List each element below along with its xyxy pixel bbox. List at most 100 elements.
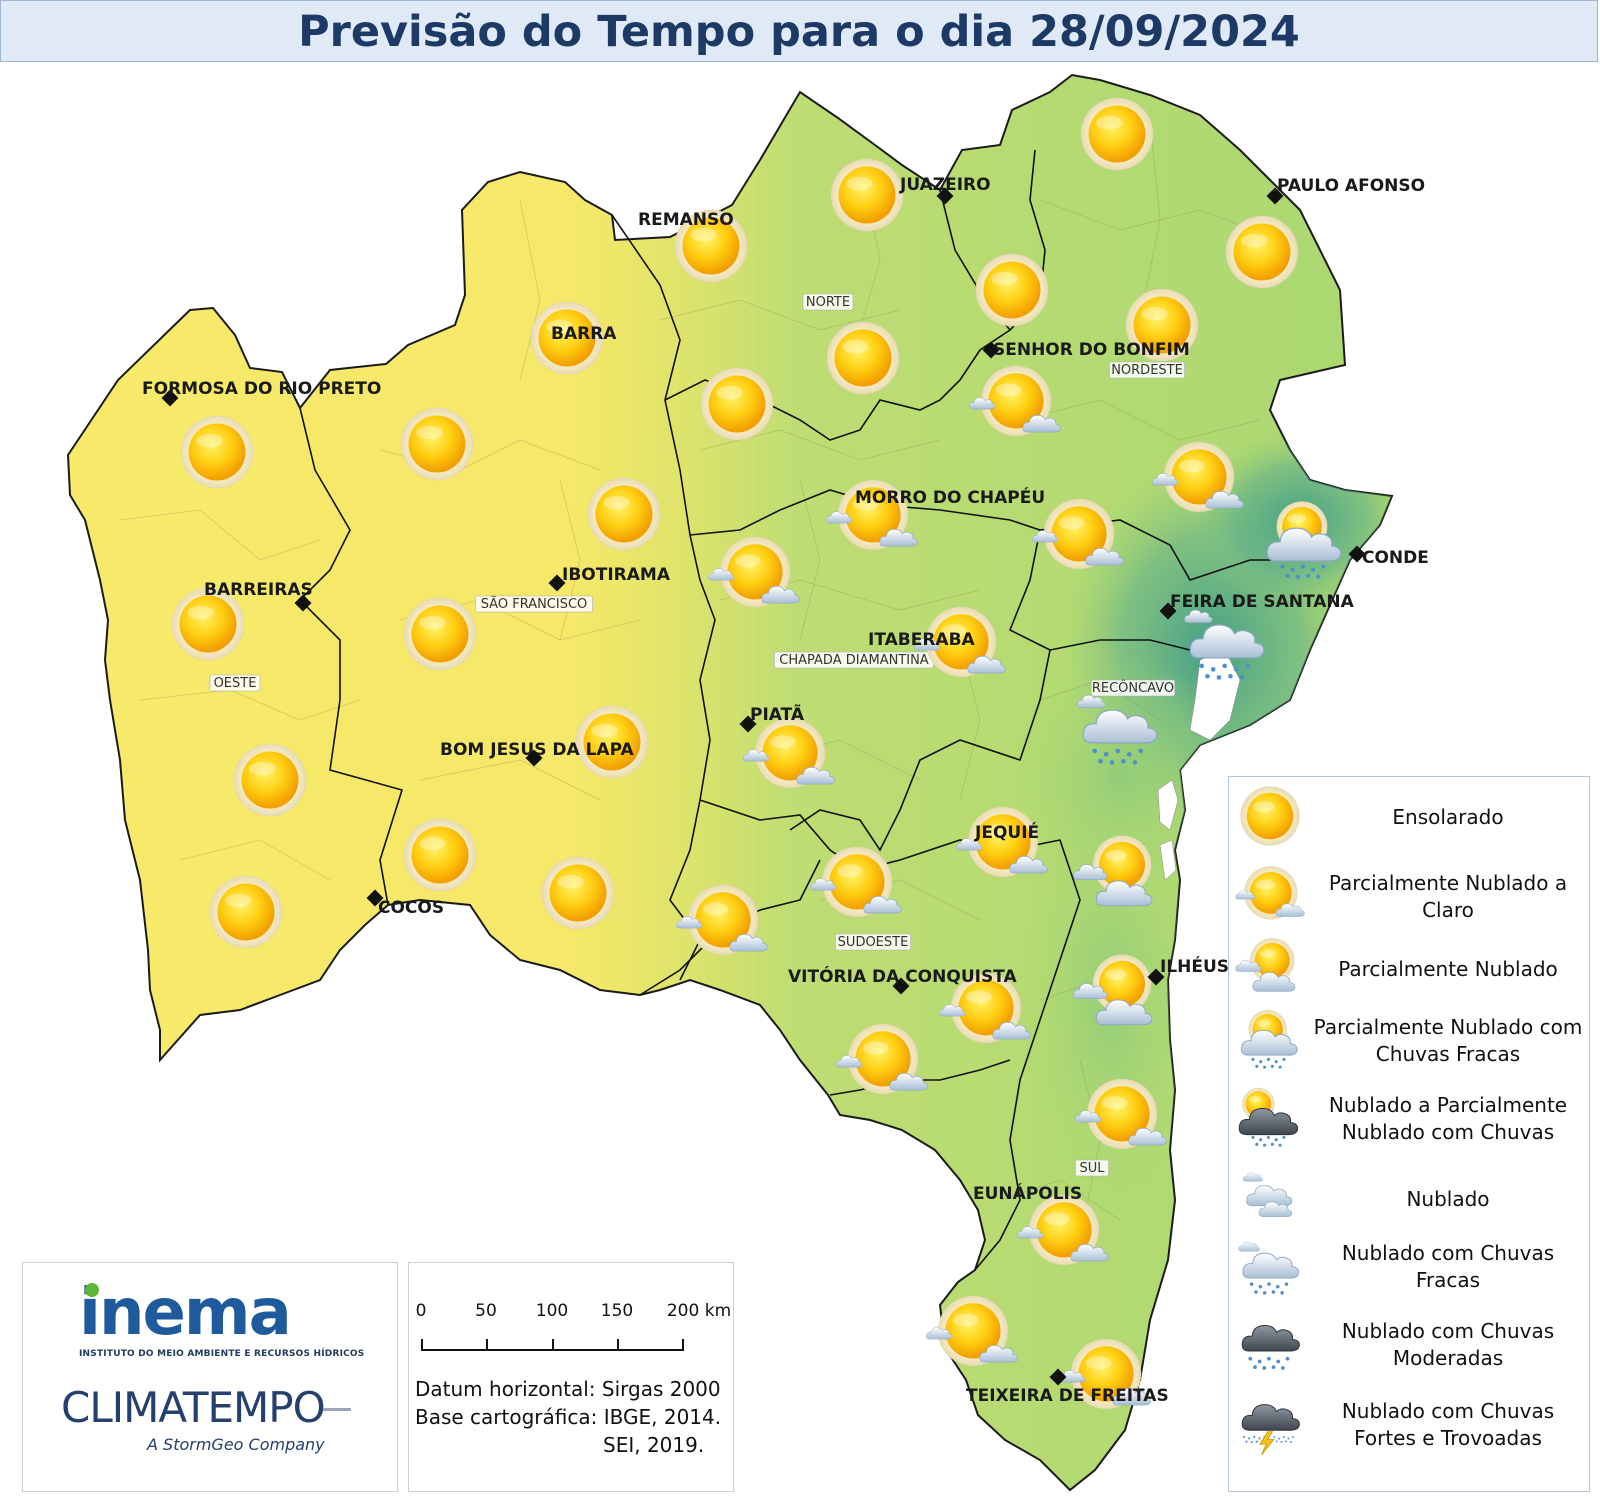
- svg-text:SÃO FRANCISCO: SÃO FRANCISCO: [481, 596, 588, 612]
- city-label: TEIXEIRA DE FREITAS: [966, 1386, 1169, 1406]
- city-marker: [1159, 602, 1177, 620]
- base-value: IBGE, 2014.: [603, 1405, 722, 1429]
- svg-text:NORDESTE: NORDESTE: [1111, 363, 1183, 378]
- legend-item: Parcialmente Nublado a Claro: [1229, 857, 1589, 937]
- legend: Ensolarado Parcialmente Nublado a Claro Pa…: [1228, 776, 1590, 1492]
- city-label: PAULO AFONSO: [1277, 176, 1425, 196]
- city-marker: [161, 389, 179, 407]
- legend-item: Nublado a Parcialmente Nublado com Chuva…: [1229, 1079, 1589, 1159]
- city-marker: [982, 341, 1000, 359]
- scale-tick-label: 200 km: [666, 1301, 732, 1321]
- region-label: SUL: [1075, 1159, 1109, 1177]
- region-label: SUDOESTE: [835, 933, 911, 951]
- region-label: SÃO FRANCISCO: [475, 595, 593, 613]
- base-label: Base cartográfica:: [415, 1405, 598, 1429]
- legend-item: Nublado: [1229, 1159, 1589, 1239]
- city-label: JUAZEIRO: [899, 175, 991, 195]
- legend-item: Nublado com Chuvas Fortes e Trovoadas: [1229, 1385, 1589, 1465]
- city-marker: [739, 715, 757, 733]
- storm-cloud-lightning-icon: [1235, 1393, 1305, 1455]
- scale-tick: [421, 1339, 423, 1351]
- city-label: SENHOR DO BONFIM: [993, 340, 1190, 360]
- climatempo-tagline: A StormGeo Company: [147, 1435, 325, 1454]
- svg-text:SUDOESTE: SUDOESTE: [838, 935, 909, 950]
- city-marker: [366, 889, 384, 907]
- region-label: RECÔNCAVO: [1090, 679, 1176, 697]
- region-label: NORTE: [802, 293, 854, 311]
- title-bar: Previsão do Tempo para o dia 28/09/2024: [0, 0, 1598, 62]
- region-label: CHAPADA DIAMANTINA: [774, 651, 934, 669]
- dark-cloud-rain-icon: [1235, 1313, 1305, 1375]
- city-label: FORMOSA DO RIO PRETO: [142, 379, 381, 399]
- sun-cloud-icon: [1235, 937, 1305, 999]
- svg-text:RECÔNCAVO: RECÔNCAVO: [1092, 680, 1174, 696]
- inema-logo-dot: [85, 1283, 99, 1297]
- bahia-map: NORTE NORDESTE SÃO FRANCISCO OESTE CHAPADA D…: [66, 73, 1429, 1492]
- sun-small-cloud-icon: [1235, 865, 1305, 927]
- city-label: EUNÁPOLIS: [973, 1182, 1082, 1204]
- legend-item: Parcialmente Nublado com Chuvas Fracas: [1229, 1001, 1589, 1081]
- svg-text:SUL: SUL: [1079, 1161, 1105, 1176]
- climatempo-logo: CLIMATEMPO: [61, 1383, 326, 1432]
- city-label: IBOTIRAMA: [562, 565, 671, 585]
- sun-icon: [976, 254, 1048, 326]
- scale-tick: [552, 1339, 554, 1351]
- city-label: BARRA: [551, 324, 617, 344]
- sun-icon: [1226, 216, 1298, 288]
- city-marker: [1348, 545, 1366, 563]
- logos-panel: inema INSTITUTO DO MEIO AMBIENTE E RECUR…: [22, 1262, 398, 1492]
- city-label: ILHÉUS: [1160, 955, 1229, 977]
- sun-icon: [827, 322, 899, 394]
- city-marker: [294, 594, 312, 612]
- inema-logo-subtitle: INSTITUTO DO MEIO AMBIENTE E RECURSOS HÍ…: [79, 1349, 365, 1359]
- region-label: OESTE: [209, 674, 261, 692]
- city-marker: [525, 749, 543, 767]
- legend-item: Parcialmente Nublado: [1229, 929, 1589, 1009]
- sun-icon: [588, 478, 660, 550]
- sun-icon: [1235, 785, 1305, 847]
- svg-text:OESTE: OESTE: [214, 676, 257, 691]
- region-labels: NORTE NORDESTE SÃO FRANCISCO OESTE CHAPADA D…: [209, 293, 1185, 1177]
- sun-icon: [404, 819, 476, 891]
- scale-tick-label: 150: [600, 1301, 634, 1321]
- cloud-icon: [1235, 1167, 1305, 1229]
- legend-label: Nublado a Parcialmente Nublado com Chuva…: [1328, 1093, 1568, 1144]
- legend-item: Ensolarado: [1229, 777, 1589, 857]
- city-marker: [1049, 1368, 1067, 1386]
- datum-value: Sirgas 2000: [601, 1377, 721, 1401]
- sun-icon: [404, 598, 476, 670]
- svg-text:CHAPADA DIAMANTINA: CHAPADA DIAMANTINA: [779, 653, 929, 668]
- scale-tick-label: 100: [535, 1301, 569, 1321]
- city-label: PIATÃ: [750, 702, 805, 725]
- city-label: CONDE: [1362, 548, 1429, 568]
- coastline-water: [1157, 649, 1241, 881]
- map-credits: Datum horizontal: Sirgas 2000 Base carto…: [415, 1375, 721, 1459]
- legend-label: Parcialmente Nublado com Chuvas Fracas: [1313, 1015, 1583, 1066]
- sun-icon: [210, 876, 282, 948]
- city-label: COCOS: [378, 898, 444, 918]
- city-label: FEIRA DE SANTANA: [1170, 592, 1355, 612]
- city-label: JEQUIÉ: [974, 821, 1039, 843]
- city-markers: JUAZEIRO PAULO AFONSO REMANSO BARRA SENHOR D…: [142, 175, 1429, 1406]
- city-label: ITABERABA: [868, 630, 976, 650]
- legend-label: Nublado com Chuvas Fortes e Trovoadas: [1341, 1399, 1555, 1450]
- city-label: BARREIRAS: [204, 580, 313, 600]
- scale-panel: 0 50 100 150 200 km Datum horizontal: Si…: [408, 1262, 734, 1492]
- city-marker: [936, 187, 954, 205]
- climatempo-logo-mark: [323, 1408, 351, 1411]
- city-marker: [548, 574, 566, 592]
- sun-icon: [1081, 98, 1153, 170]
- municipal-boundaries: [119, 119, 1281, 1241]
- city-marker: [892, 977, 910, 995]
- city-label: VITÓRIA DA CONQUISTA: [788, 965, 1017, 987]
- city-marker: [1147, 968, 1165, 986]
- scale-tick-label: 50: [475, 1301, 497, 1321]
- sun-dark-cloud-rain-icon: [1235, 1087, 1305, 1149]
- base-value-2: SEI, 2019.: [603, 1433, 705, 1457]
- scale-tick: [617, 1339, 619, 1351]
- legend-item: Nublado com Chuvas Moderadas: [1229, 1305, 1589, 1385]
- sun-icon: [542, 857, 614, 929]
- legend-label: Ensolarado: [1392, 804, 1504, 829]
- sun-icon: [831, 159, 903, 231]
- sun-icon: [181, 416, 253, 488]
